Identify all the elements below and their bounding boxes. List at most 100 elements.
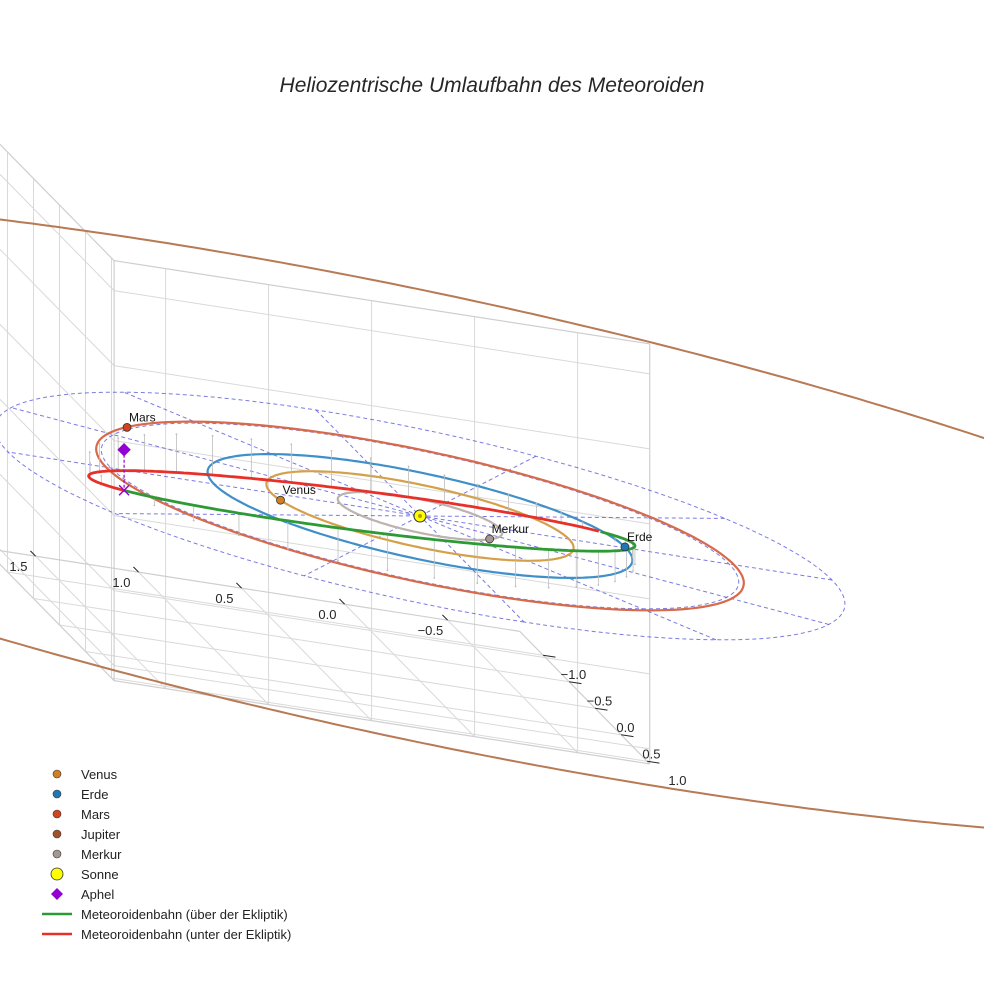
legend-symbol — [38, 904, 76, 924]
grid-line — [0, 473, 115, 592]
orbit-venus — [265, 470, 575, 562]
planet-orbits — [95, 420, 745, 612]
legend-label: Erde — [81, 786, 109, 802]
x-tick-label: 1.0 — [668, 773, 686, 788]
drop-foot — [192, 519, 195, 522]
legend-symbol — [38, 784, 76, 804]
planet-venus-label: Venus — [283, 483, 316, 497]
legend-symbol — [38, 764, 76, 784]
drop-foot — [290, 443, 293, 446]
drop-foot — [286, 547, 289, 550]
planet-mars-marker — [122, 422, 132, 432]
back-pane-x — [114, 260, 650, 764]
drop-foot — [100, 474, 103, 477]
meteoroid-orbit-above — [122, 488, 637, 553]
legend-symbol-dot — [52, 789, 62, 799]
grid-line — [114, 365, 650, 450]
drop-foot — [575, 586, 578, 589]
legend-label: Aphel — [81, 886, 115, 902]
legend-symbol-line — [42, 912, 72, 916]
legend-label: Meteoroidenbahn (über der Ekliptik) — [81, 906, 288, 922]
drop-foot — [443, 474, 446, 477]
drop-foot — [625, 575, 628, 578]
drop-foot — [250, 438, 253, 441]
ecliptic-spoke — [303, 455, 537, 577]
grid-line — [0, 398, 115, 517]
legend-mark — [52, 809, 62, 819]
drop-foot — [117, 437, 120, 439]
y-tick-label: 0.0 — [318, 607, 336, 622]
x-tick — [647, 760, 660, 764]
x-tick-label: 0.0 — [616, 720, 634, 735]
sun-core — [418, 514, 422, 518]
drop-foot — [614, 580, 616, 583]
drop-foot — [143, 433, 146, 436]
legend-item: Sonne — [38, 864, 291, 884]
drop-foot — [476, 483, 479, 486]
drop-foot — [634, 563, 636, 566]
drop-foot — [547, 586, 550, 589]
pane-edge — [0, 143, 115, 262]
x-tick-label: −0.5 — [587, 694, 613, 709]
drop-foot — [238, 534, 240, 537]
drop-foot — [153, 504, 156, 507]
x-tick-label: −1.0 — [561, 667, 587, 682]
drop-foot — [407, 465, 410, 468]
grid-line — [0, 248, 115, 367]
axes: −1.0−0.50.00.51.0−0.50.00.51.01.5−1.0−0.… — [9, 550, 686, 788]
planet-merkur-marker — [485, 534, 495, 544]
drop-foot — [514, 585, 517, 588]
planet-erde-label: Erde — [627, 530, 653, 544]
drop-foot — [330, 449, 333, 452]
x-tick — [595, 707, 608, 711]
grid-line — [0, 548, 115, 667]
y-tick — [442, 614, 448, 621]
y-tick — [133, 566, 139, 573]
pane-edge — [0, 550, 520, 632]
legend-label: Sonne — [81, 866, 119, 882]
legend-label: Meteoroidenbahn (unter der Ekliptik) — [81, 926, 292, 942]
y-tick-label: 1.5 — [9, 559, 27, 574]
y-tick — [236, 582, 242, 589]
drop-foot — [337, 559, 339, 562]
legend-symbol — [38, 864, 76, 884]
y-tick — [339, 598, 345, 605]
pane-grid — [0, 143, 651, 765]
grid-line — [85, 651, 622, 736]
legend-symbol — [38, 844, 76, 864]
drop-foot — [632, 570, 634, 572]
x-tick-label: 0.5 — [642, 747, 660, 762]
grid-line — [114, 590, 650, 675]
drop-foot — [560, 512, 563, 515]
legend-symbol — [38, 924, 76, 944]
drop-foot — [581, 521, 584, 524]
legend-item: Venus — [38, 764, 291, 784]
meteoroid-orbit-below — [87, 469, 600, 533]
grid-line — [114, 440, 650, 525]
legend-symbol-dot — [52, 829, 62, 839]
orbit-mars — [95, 420, 745, 612]
legend-item: Meteoroidenbahn (über der Ekliptik) — [38, 904, 291, 924]
y-tick-label: 0.5 — [215, 591, 233, 606]
planet-merkur-label: Merkur — [492, 522, 529, 536]
legend-symbol — [38, 804, 76, 824]
ecliptic-spoke — [123, 391, 717, 641]
aphelion-marker — [117, 443, 131, 457]
grid-line — [138, 571, 269, 706]
grid-line — [33, 598, 570, 683]
grid-line — [0, 173, 115, 292]
drop-foot — [386, 569, 389, 572]
drop-foot — [175, 433, 178, 436]
legend-item: Meteoroidenbahn (unter der Ekliptik) — [38, 924, 291, 944]
drop-foot — [98, 442, 101, 445]
planets: Merkur Venus Erde Mars — [122, 410, 653, 552]
legend-symbol-dot — [52, 769, 62, 779]
drop-foot — [211, 434, 214, 437]
aphelion-projection-marker — [118, 484, 130, 496]
drop-foot — [535, 502, 538, 505]
grid-line — [241, 587, 372, 722]
legend-item: Erde — [38, 784, 291, 804]
legend-symbol-dot — [52, 849, 62, 859]
legend-item: Jupiter — [38, 824, 291, 844]
